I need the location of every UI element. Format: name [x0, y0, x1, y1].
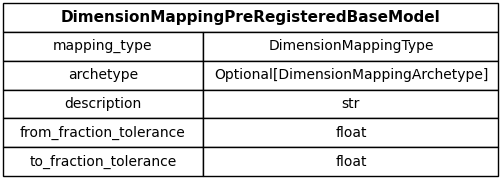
Bar	[3, 118, 203, 147]
Text: str: str	[342, 97, 360, 111]
Bar	[203, 90, 498, 118]
Bar	[3, 147, 203, 176]
Text: DimensionMappingType: DimensionMappingType	[268, 39, 434, 53]
Text: float: float	[335, 155, 367, 169]
Bar	[203, 147, 498, 176]
Text: archetype: archetype	[68, 68, 138, 82]
Bar	[203, 118, 498, 147]
Text: mapping_type: mapping_type	[53, 39, 153, 53]
Bar	[203, 32, 498, 61]
Text: to_fraction_tolerance: to_fraction_tolerance	[30, 155, 176, 169]
Bar	[3, 90, 203, 118]
Text: float: float	[335, 126, 367, 140]
Text: DimensionMappingPreRegisteredBaseModel: DimensionMappingPreRegisteredBaseModel	[61, 10, 440, 25]
Bar	[3, 32, 203, 61]
Text: description: description	[64, 97, 142, 111]
Bar	[203, 61, 498, 90]
Text: Optional[DimensionMappingArchetype]: Optional[DimensionMappingArchetype]	[214, 68, 488, 82]
Text: from_fraction_tolerance: from_fraction_tolerance	[20, 126, 186, 140]
Bar	[3, 61, 203, 90]
Bar	[3, 3, 498, 32]
